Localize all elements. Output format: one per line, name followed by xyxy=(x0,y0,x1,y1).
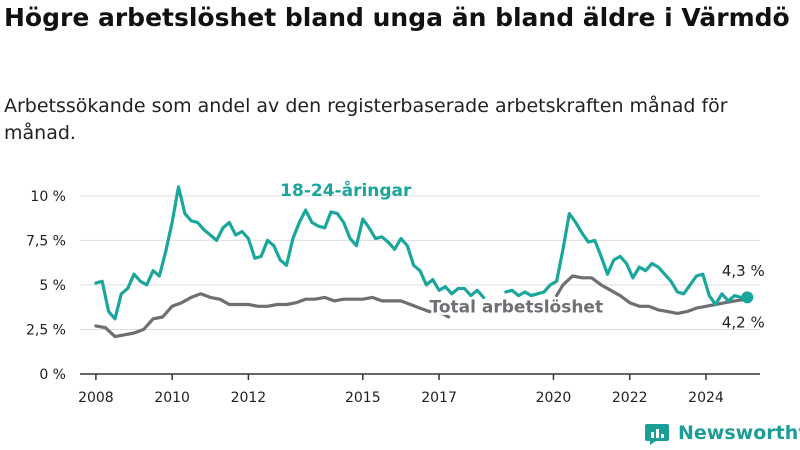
end-label-total: 4,2 % xyxy=(722,314,765,332)
chart-subtitle: Arbetssökande som andel av den registerb… xyxy=(4,95,728,144)
y-tick-label: 5 % xyxy=(39,278,66,294)
y-tick-label: 7,5 % xyxy=(26,233,66,249)
x-tick-label: 2022 xyxy=(612,390,648,406)
y-tick-label: 10 % xyxy=(30,189,66,205)
end-label-youth: 4,3 % xyxy=(722,262,765,280)
series-line-total xyxy=(94,274,749,339)
chart-title: Högre arbetslöshet bland unga än bland ä… xyxy=(4,3,790,32)
series-end-marker-youth xyxy=(741,291,754,304)
x-tick-label: 2024 xyxy=(688,390,724,406)
x-tick-label: 2010 xyxy=(154,390,190,406)
series-label-youth: 18-24-åringar xyxy=(280,179,412,201)
newsworthy-logo-icon xyxy=(645,424,669,445)
x-tick-label: 2017 xyxy=(421,390,457,406)
y-tick-label: 0 % xyxy=(39,367,66,383)
x-tick-label: 2012 xyxy=(231,390,267,406)
y-tick-label: 2,5 % xyxy=(26,322,66,338)
series-label-total: Total arbetslöshet xyxy=(430,298,604,318)
x-tick-label: 2015 xyxy=(345,390,381,406)
x-tick-label: 2020 xyxy=(536,390,572,406)
brand-name: Newsworthy xyxy=(678,422,800,444)
brand-logo[interactable]: Newsworthy xyxy=(644,419,800,447)
series-line-youth xyxy=(94,185,749,321)
x-tick-label: 2008 xyxy=(78,390,114,406)
